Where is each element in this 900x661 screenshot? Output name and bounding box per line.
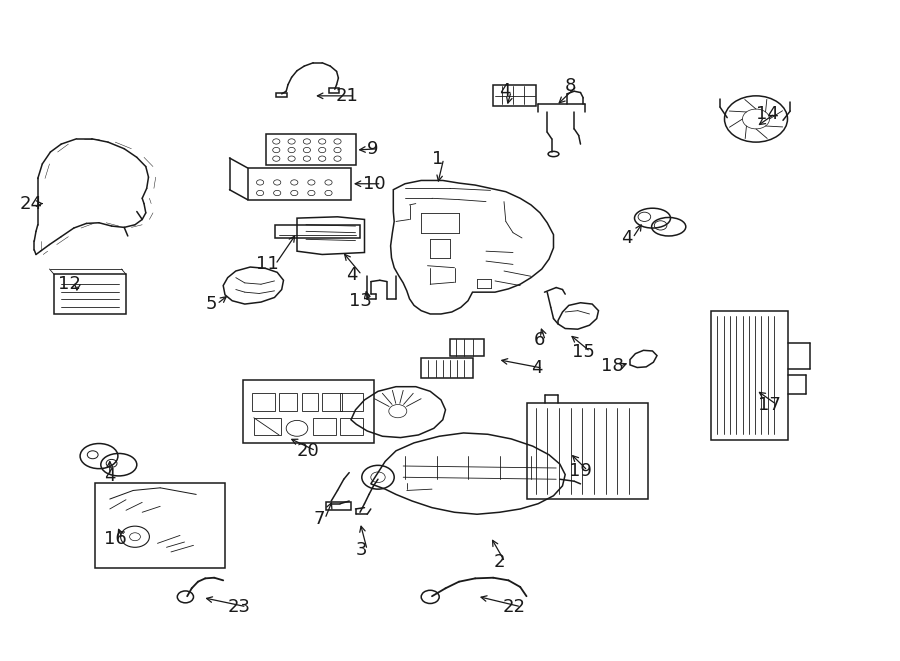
Bar [340,418,363,435]
Bar [526,403,648,499]
Text: 5: 5 [205,295,217,313]
Bar [54,274,126,314]
Text: 20: 20 [297,442,320,460]
Text: 9: 9 [367,139,379,158]
Text: 23: 23 [228,598,251,616]
Text: 19: 19 [569,461,591,480]
Bar [252,393,274,411]
Bar [313,418,336,435]
Bar [328,88,339,93]
Bar [243,380,374,443]
Text: 12: 12 [58,275,81,293]
Text: 11: 11 [256,255,279,274]
Text: 10: 10 [363,175,385,193]
Bar [248,168,351,200]
Text: 4: 4 [346,266,357,284]
Text: 4: 4 [531,359,543,377]
Text: 24: 24 [20,194,43,213]
Text: 18: 18 [601,357,624,375]
Text: 16: 16 [104,529,126,548]
Text: 21: 21 [336,87,358,105]
Text: 7: 7 [313,510,325,528]
Text: 4: 4 [104,467,115,485]
Bar [421,358,473,378]
Bar [340,393,363,411]
Bar [322,393,342,411]
Text: 22: 22 [502,598,526,616]
Bar [254,418,281,435]
Text: 14: 14 [756,104,778,123]
Bar [266,134,356,165]
Text: 3: 3 [356,541,367,559]
Bar [326,502,351,510]
Text: 4: 4 [621,229,633,247]
Text: 4: 4 [500,82,511,100]
Bar [493,85,536,106]
Bar [274,225,360,238]
Bar [302,393,318,411]
Bar [279,393,297,411]
Text: 8: 8 [565,77,577,95]
Text: 6: 6 [534,331,545,350]
Text: 1: 1 [432,149,444,168]
Text: 17: 17 [758,395,780,414]
Bar [276,93,287,97]
Text: 13: 13 [349,292,372,310]
Text: 2: 2 [493,553,505,571]
Bar [711,311,788,440]
Bar [94,483,225,568]
Bar [450,339,484,356]
Text: 15: 15 [572,342,594,361]
